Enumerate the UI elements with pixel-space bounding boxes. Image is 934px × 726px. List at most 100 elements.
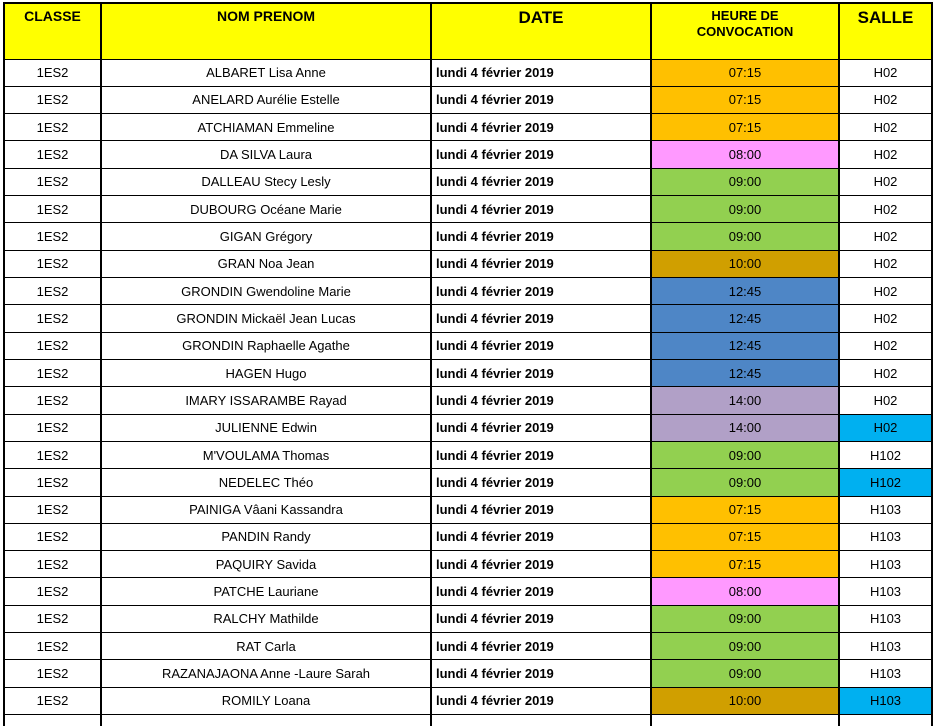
nom-prenom-cell: PAINIGA Vâani Kassandra xyxy=(100,495,432,524)
classe-cell: 1ES2 xyxy=(3,386,102,415)
table-row: 1ES2 HAGEN Hugo lundi 4 février 2019 12:… xyxy=(3,358,933,388)
classe-cell: 1ES2 xyxy=(3,522,102,552)
classe-cell: 1ES2 xyxy=(3,167,102,197)
date-cell: lundi 4 février 2019 xyxy=(430,386,652,415)
nom-prenom-cell: DUBOURG Océane Marie xyxy=(100,195,432,224)
date-cell: lundi 4 février 2019 xyxy=(430,358,652,388)
nom-prenom-cell: RAT Carla xyxy=(100,632,432,661)
nom-prenom-cell: PANDIN Randy xyxy=(100,522,432,552)
heure-convocation-cell: 09:00 xyxy=(650,659,840,688)
nom-prenom-cell: GRONDIN Gwendoline Marie xyxy=(100,276,432,306)
date-cell: lundi 4 février 2019 xyxy=(430,659,652,688)
nom-prenom-cell: PATCHE Lauriane xyxy=(100,577,432,606)
salle-cell: H02 xyxy=(838,85,933,115)
classe-cell: 1ES2 xyxy=(3,140,102,169)
heure-convocation-cell xyxy=(650,713,840,726)
classe-cell: 1ES2 xyxy=(3,195,102,224)
nom-prenom-cell: ANELARD Aurélie Estelle xyxy=(100,85,432,115)
table-row: 1ES2 JULIENNE Edwin lundi 4 février 2019… xyxy=(3,413,933,442)
table-row: 1ES2 RALCHY Mathilde lundi 4 février 201… xyxy=(3,604,933,634)
table-row: 1ES2 DUBOURG Océane Marie lundi 4 févrie… xyxy=(3,195,933,224)
table-row: 1ES2 GRAN Noa Jean lundi 4 février 2019 … xyxy=(3,249,933,279)
table-row: 1ES2 NEDELEC Théo lundi 4 février 2019 0… xyxy=(3,468,933,497)
table-row: 1ES2 GRONDIN Gwendoline Marie lundi 4 fé… xyxy=(3,276,933,306)
table-row: 1ES2 GRONDIN Mickaël Jean Lucas lundi 4 … xyxy=(3,304,933,333)
heure-convocation-cell: 08:00 xyxy=(650,140,840,169)
classe-cell: 1ES2 xyxy=(3,440,102,470)
date-cell: lundi 4 février 2019 xyxy=(430,495,652,524)
date-cell: lundi 4 février 2019 xyxy=(430,468,652,497)
nom-prenom-cell: ROMILY Loana xyxy=(100,686,432,716)
table-row: 1ES2 PAQUIRY Savida lundi 4 février 2019… xyxy=(3,550,933,579)
nom-prenom-cell: NEDELEC Théo xyxy=(100,468,432,497)
heure-convocation-cell: 09:00 xyxy=(650,632,840,661)
header-heure-convocation: HEURE DE CONVOCATION xyxy=(650,2,840,60)
date-cell: lundi 4 février 2019 xyxy=(430,276,652,306)
date-cell: lundi 4 février 2019 xyxy=(430,522,652,552)
table-row: 1ES2 ANELARD Aurélie Estelle lundi 4 fév… xyxy=(3,85,933,115)
classe-cell: 1ES2 xyxy=(3,686,102,716)
heure-convocation-cell: 10:00 xyxy=(650,249,840,279)
table-row: 1ES2 ALBARET Lisa Anne lundi 4 février 2… xyxy=(3,58,933,87)
date-cell: lundi 4 février 2019 xyxy=(430,304,652,333)
date-cell: lundi 4 février 2019 xyxy=(430,249,652,279)
header-row: CLASSE NOM PRENOM DATE HEURE DE CONVOCAT… xyxy=(3,2,933,60)
classe-cell: 1ES2 xyxy=(3,577,102,606)
salle-cell: H02 xyxy=(838,358,933,388)
salle-cell: H103 xyxy=(838,522,933,552)
table-row: 1ES2 DA SILVA Laura lundi 4 février 2019… xyxy=(3,140,933,169)
heure-convocation-cell: 10:00 xyxy=(650,686,840,716)
salle-cell: H103 xyxy=(838,659,933,688)
classe-cell: 1ES2 xyxy=(3,495,102,524)
date-cell: lundi 4 février 2019 xyxy=(430,413,652,442)
date-cell: lundi 4 février 2019 xyxy=(430,222,652,251)
salle-cell: H02 xyxy=(838,413,933,442)
date-cell: lundi 4 février 2019 xyxy=(430,577,652,606)
date-cell xyxy=(430,713,652,726)
table-row: 1ES2 M'VOULAMA Thomas lundi 4 février 20… xyxy=(3,440,933,470)
salle-cell: H02 xyxy=(838,113,933,142)
salle-cell: H103 xyxy=(838,604,933,634)
heure-convocation-cell: 14:00 xyxy=(650,413,840,442)
nom-prenom-cell: DA SILVA Laura xyxy=(100,140,432,169)
nom-prenom-cell: GRONDIN Raphaelle Agathe xyxy=(100,331,432,360)
date-cell: lundi 4 février 2019 xyxy=(430,604,652,634)
classe-cell: 1ES2 xyxy=(3,413,102,442)
header-classe: CLASSE xyxy=(3,2,102,60)
date-cell: lundi 4 février 2019 xyxy=(430,331,652,360)
classe-cell: 1ES2 xyxy=(3,632,102,661)
table-body: 1ES2 ALBARET Lisa Anne lundi 4 février 2… xyxy=(3,58,933,726)
date-cell: lundi 4 février 2019 xyxy=(430,195,652,224)
salle-cell xyxy=(838,713,933,726)
salle-cell: H103 xyxy=(838,577,933,606)
nom-prenom-cell: RAZANAJAONA Anne -Laure Sarah xyxy=(100,659,432,688)
nom-prenom-cell: ALBARET Lisa Anne xyxy=(100,58,432,87)
classe-cell: 1ES2 xyxy=(3,58,102,87)
classe-cell xyxy=(3,713,102,726)
salle-cell: H103 xyxy=(838,495,933,524)
header-date: DATE xyxy=(430,2,652,60)
salle-cell: H103 xyxy=(838,550,933,579)
salle-cell: H02 xyxy=(838,222,933,251)
heure-convocation-cell: 09:00 xyxy=(650,195,840,224)
nom-prenom-cell: JULIENNE Edwin xyxy=(100,413,432,442)
convocation-table: CLASSE NOM PRENOM DATE HEURE DE CONVOCAT… xyxy=(3,2,933,726)
heure-convocation-cell: 09:00 xyxy=(650,167,840,197)
salle-cell: H102 xyxy=(838,468,933,497)
classe-cell: 1ES2 xyxy=(3,85,102,115)
heure-convocation-cell: 07:15 xyxy=(650,495,840,524)
date-cell: lundi 4 février 2019 xyxy=(430,167,652,197)
date-cell: lundi 4 février 2019 xyxy=(430,550,652,579)
classe-cell: 1ES2 xyxy=(3,604,102,634)
table-row: 1ES2 DALLEAU Stecy Lesly lundi 4 février… xyxy=(3,167,933,197)
classe-cell: 1ES2 xyxy=(3,304,102,333)
nom-prenom-cell xyxy=(100,713,432,726)
classe-cell: 1ES2 xyxy=(3,468,102,497)
heure-convocation-cell: 07:15 xyxy=(650,113,840,142)
nom-prenom-cell: DALLEAU Stecy Lesly xyxy=(100,167,432,197)
heure-convocation-cell: 07:15 xyxy=(650,522,840,552)
classe-cell: 1ES2 xyxy=(3,550,102,579)
salle-cell: H103 xyxy=(838,632,933,661)
nom-prenom-cell: GRAN Noa Jean xyxy=(100,249,432,279)
classe-cell: 1ES2 xyxy=(3,222,102,251)
